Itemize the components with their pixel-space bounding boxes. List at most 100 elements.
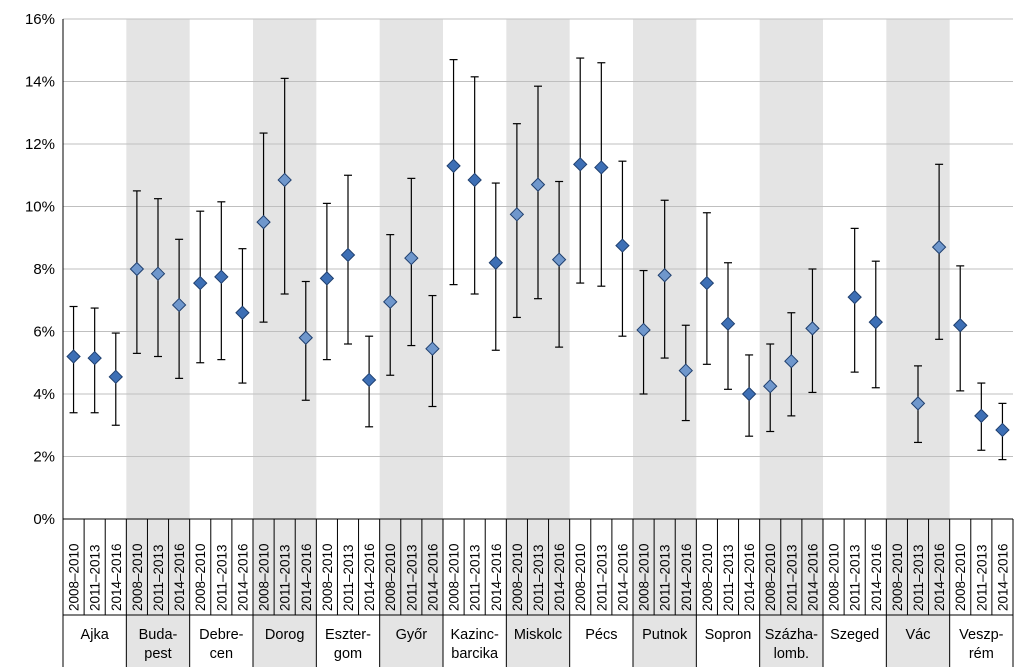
data-point [108,369,123,385]
period-label: 2011–2013 [531,544,546,611]
period-label: 2008–2010 [130,543,145,611]
period-label: 2014–2016 [552,543,567,611]
data-point [636,322,651,338]
city-label: gom [334,646,362,662]
period-label: 2014–2016 [489,543,504,611]
city-label: Putnok [642,627,688,643]
data-point [551,252,567,267]
period-label: 2014–2016 [932,543,947,611]
data-point [193,275,208,291]
data-point [974,408,989,424]
y-tick-label: 10% [25,199,55,216]
data-point [150,266,166,281]
city-label: Miskolc [514,627,562,643]
city-label: Ajka [81,627,110,643]
period-label: 2011–2013 [848,544,863,611]
data-point [66,349,81,364]
period-label: 2011–2013 [468,544,483,611]
y-tick-label: 14% [25,74,55,91]
period-label: 2008–2010 [890,543,905,611]
data-point [699,275,715,291]
city-label: Buda- [139,627,178,643]
y-tick-label: 8% [33,261,55,278]
period-label: 2008–2010 [320,543,335,611]
period-label: 2014–2016 [995,543,1010,611]
data-point [361,372,377,388]
period-label: 2008–2010 [827,543,842,611]
city-label: lomb. [774,646,809,662]
period-label: 2014–2016 [805,543,820,611]
city-label: cen [210,646,233,662]
city-label: Sopron [705,627,752,643]
period-label: 2011–2013 [784,544,799,611]
period-label: 2008–2010 [510,543,525,611]
period-label: 2014–2016 [742,543,757,611]
period-label: 2014–2016 [615,543,630,611]
data-point [446,158,461,174]
period-label: 2011–2013 [404,544,419,611]
city-label: Vác [906,627,931,643]
data-point [678,363,693,378]
period-label: 2014–2016 [869,543,884,611]
y-axis: 0% 2% 4% 6% 8% 10% 12% 14% 16% [25,11,64,667]
city-label: pest [144,646,171,662]
period-label: 2014–2016 [235,543,250,611]
group-band [886,19,950,667]
period-label: 2011–2013 [88,544,103,611]
period-label: 2008–2010 [953,543,968,611]
period-label: 2008–2010 [700,543,715,611]
data-point [171,297,187,313]
city-label: Dorog [265,627,305,643]
data-point [530,177,546,192]
data-point [129,261,145,277]
y-tick-label: 4% [33,386,55,403]
period-label: 2008–2010 [763,543,778,611]
data-point [404,250,419,266]
data-point [657,268,672,283]
city-label: Győr [396,627,428,643]
data-point [805,321,820,336]
y-tick-label: 6% [33,324,55,341]
data-point [256,214,271,230]
period-label: 2011–2013 [214,544,229,611]
period-label: 2011–2013 [278,544,293,611]
data-point [87,350,102,366]
period-label: 2014–2016 [109,543,124,611]
period-label: 2011–2013 [341,544,356,611]
data-point [214,269,229,285]
period-label: 2008–2010 [193,543,208,611]
data-point [425,341,440,356]
data-point [319,271,335,286]
period-label: 2011–2013 [974,544,989,611]
data-point [847,289,862,305]
period-label: 2008–2010 [67,543,82,611]
data-point [763,378,778,394]
data-point [741,386,757,402]
city-label: barcika [451,646,499,662]
period-label: 2008–2010 [637,543,652,611]
data-point [467,172,482,188]
data-point [277,172,292,188]
period-label: 2011–2013 [658,544,673,611]
period-label: 2014–2016 [679,543,694,611]
data-point [931,239,947,255]
period-label: 2008–2010 [383,543,398,611]
period-label: 2008–2010 [257,543,272,611]
period-label: 2011–2013 [151,544,166,611]
y-tick-label: 2% [33,449,55,466]
period-label: 2011–2013 [721,544,736,611]
data-point [298,330,313,345]
period-label: 2011–2013 [594,544,609,611]
y-tick-label: 0% [33,511,55,528]
data-point [615,238,630,253]
city-label: Veszp- [959,627,1003,643]
city-label: Százha- [765,627,818,643]
data-marks [66,57,1010,461]
data-point [235,305,250,320]
city-label: rém [969,646,994,662]
city-label: Eszter- [325,627,371,643]
data-point [953,318,968,333]
data-point [509,207,525,222]
period-label: 2008–2010 [573,543,588,611]
